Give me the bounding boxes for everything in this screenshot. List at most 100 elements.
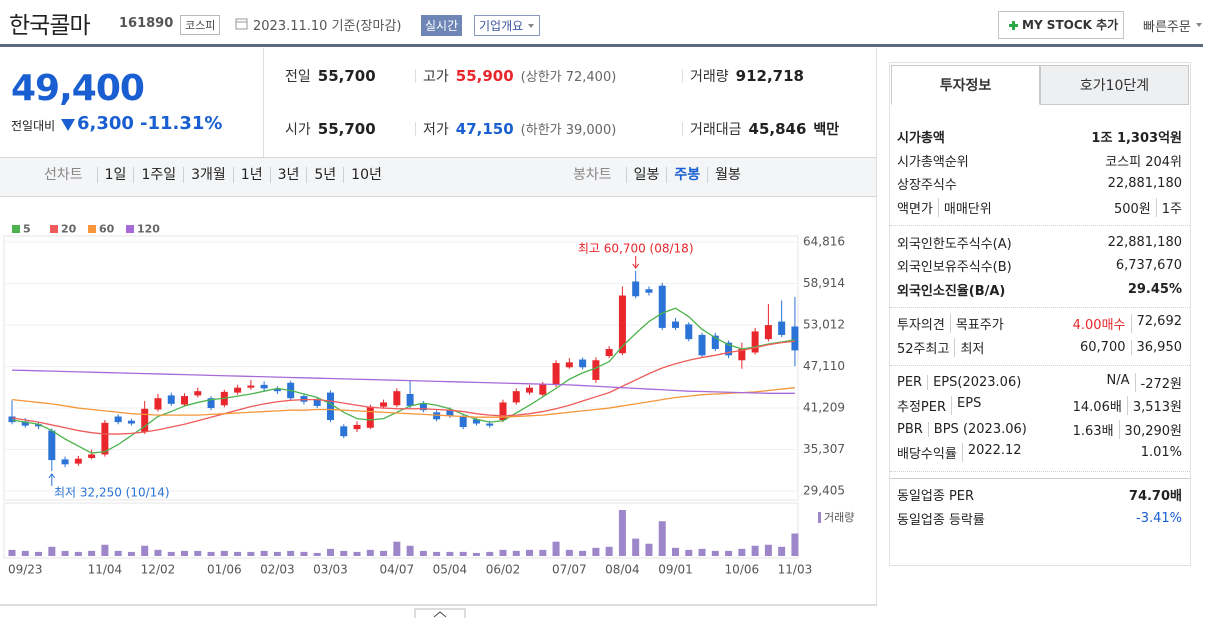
volume-bar <box>35 551 43 556</box>
info-label: 투자의견 목표주가 <box>897 314 1004 334</box>
value-part: 14.06배 <box>1072 400 1122 416</box>
info-value: 14.06배 3,513원 <box>1072 396 1182 416</box>
invest-groups: 시가총액 1조 1,303억원 시가총액순위 코스피 204위 상장주식수 22,881,… <box>890 121 1190 536</box>
candle-body <box>565 362 573 368</box>
candle-body <box>751 331 759 353</box>
volume-bar <box>167 551 175 556</box>
value-part: 1.01% <box>1140 445 1182 461</box>
invest-tab[interactable]: 호가10단계 <box>1040 65 1189 105</box>
candle-body <box>101 422 109 455</box>
x-tick-label: 10/06 <box>725 563 760 577</box>
period-tab[interactable]: 1년 <box>232 167 270 183</box>
y-tick-label: 29,405 <box>803 484 845 498</box>
period-tab[interactable]: 월봉 <box>707 167 748 183</box>
label-part: EPS(2023.06) <box>927 374 1021 390</box>
scroll-button <box>414 608 466 618</box>
quick-order-label: 빠른주문 <box>1143 20 1191 35</box>
volume-bar <box>791 533 799 556</box>
candle-body <box>446 409 454 416</box>
candle-body <box>711 335 719 349</box>
candle-body <box>273 389 281 392</box>
quote-cell: 전일 55,700 <box>285 66 376 86</box>
info-row: PER EPS(2023.06) N/A -272원 <box>897 370 1182 394</box>
volume-bar <box>486 551 494 556</box>
quote-note: (상한가 72,400) <box>520 70 617 85</box>
realtime-button[interactable]: 실시간 <box>421 15 463 36</box>
calendar-icon <box>235 18 248 30</box>
volume-legend-swatch <box>818 512 821 523</box>
period-tab[interactable]: 1일 <box>96 167 134 183</box>
candle-body <box>313 399 321 406</box>
candle-body <box>194 391 202 396</box>
period-tab[interactable]: 3년 <box>269 167 307 183</box>
candle-body <box>645 289 653 293</box>
candle-body <box>592 360 600 380</box>
volume-bar <box>565 549 573 556</box>
x-tick-label: 05/04 <box>433 563 468 577</box>
stock-name: 한국콜마 <box>9 13 91 39</box>
period-tab[interactable]: 3개월 <box>183 167 233 183</box>
legend-label: 120 <box>137 223 160 236</box>
legend-swatch <box>12 225 20 233</box>
info-value: 22,881,180 <box>1108 235 1182 250</box>
value-part: 72,692 <box>1130 314 1182 334</box>
dropdown-arrow <box>528 24 535 28</box>
candle-body <box>738 348 746 361</box>
x-tick-label: 09/23 <box>8 563 43 577</box>
overview-dropdown[interactable]: 기업개요 <box>474 15 541 36</box>
candle-chart-tabs: 봉차트 일봉 주봉 월봉 <box>566 167 748 183</box>
label-part: 외국인소진율(B/A) <box>897 283 1006 299</box>
volume-bar <box>459 551 467 556</box>
volume-bar <box>618 510 626 556</box>
period-tab[interactable]: 5년 <box>306 167 343 183</box>
info-label: PBR BPS (2023.06) <box>897 421 1027 437</box>
label-part: 52주최고 <box>897 342 950 358</box>
label-part: 목표주가 <box>949 314 1004 334</box>
quote-label: 거래대금 <box>690 122 742 138</box>
candle-body <box>406 393 414 406</box>
y-tick-label: 53,012 <box>803 318 845 332</box>
info-row: 액면가 매매단위 500원 1주 <box>897 196 1182 220</box>
change-percent: -11.31% <box>140 113 223 134</box>
candle-body <box>433 412 441 420</box>
value-part: 3,513원 <box>1126 396 1182 416</box>
volume-bar <box>552 541 560 556</box>
candle-body <box>499 402 507 421</box>
period-tab[interactable]: 10년 <box>343 167 389 183</box>
info-value: 29.45% <box>1128 282 1182 297</box>
quote-value: 912,718 <box>735 67 804 85</box>
info-group: 투자의견 목표주가 4.00매수 72,692 52주최고 최저 60,700 36,950 <box>890 308 1190 367</box>
quote-label: 전일 <box>285 69 311 85</box>
volume-bar <box>592 547 600 556</box>
legend-swatch <box>88 225 96 233</box>
label-part: 외국인보유주식수(B) <box>897 260 1012 276</box>
info-row: 외국인한도주식수(A) 22,881,180 <box>897 230 1182 254</box>
value-part: 30,290원 <box>1118 419 1182 439</box>
tab-group-label: 선차트 <box>44 167 83 183</box>
divider <box>415 69 416 83</box>
info-row: 동일업종 PER 74.70배 <box>897 483 1182 507</box>
info-label: 외국인한도주식수(A) <box>897 233 1012 252</box>
quote-value: 45,846 <box>748 120 807 138</box>
info-group: 외국인한도주식수(A) 22,881,180 외국인보유주식수(B) 6,737,67… <box>890 226 1190 309</box>
period-tab[interactable]: 주봉 <box>666 167 707 183</box>
info-row: 상장주식수 22,881,180 <box>897 172 1182 196</box>
candle-body <box>459 416 467 428</box>
down-triangle <box>61 119 75 131</box>
candle-body <box>778 321 786 335</box>
annotation-arrowhead <box>632 263 640 269</box>
info-value: -3.41% <box>1136 511 1182 526</box>
invest-tab[interactable]: 투자정보 <box>891 65 1040 105</box>
candle-body <box>154 398 162 410</box>
label-part: 매매단위 <box>937 198 992 218</box>
value-part: 60,700 <box>1080 340 1126 356</box>
period-tab[interactable]: 1주일 <box>133 167 183 183</box>
mystock-button[interactable]: MY STOCK 추가 <box>998 11 1124 39</box>
period-tab[interactable]: 일봉 <box>625 167 667 183</box>
volume-bar <box>101 544 109 556</box>
quick-order[interactable]: 빠른주문 <box>1143 16 1202 35</box>
value-part: N/A <box>1106 372 1130 388</box>
value-part: 4.00매수 <box>1072 318 1126 334</box>
value-part: 29.45% <box>1127 281 1182 297</box>
info-row: 배당수익률 2022.12 1.01% <box>897 441 1182 465</box>
